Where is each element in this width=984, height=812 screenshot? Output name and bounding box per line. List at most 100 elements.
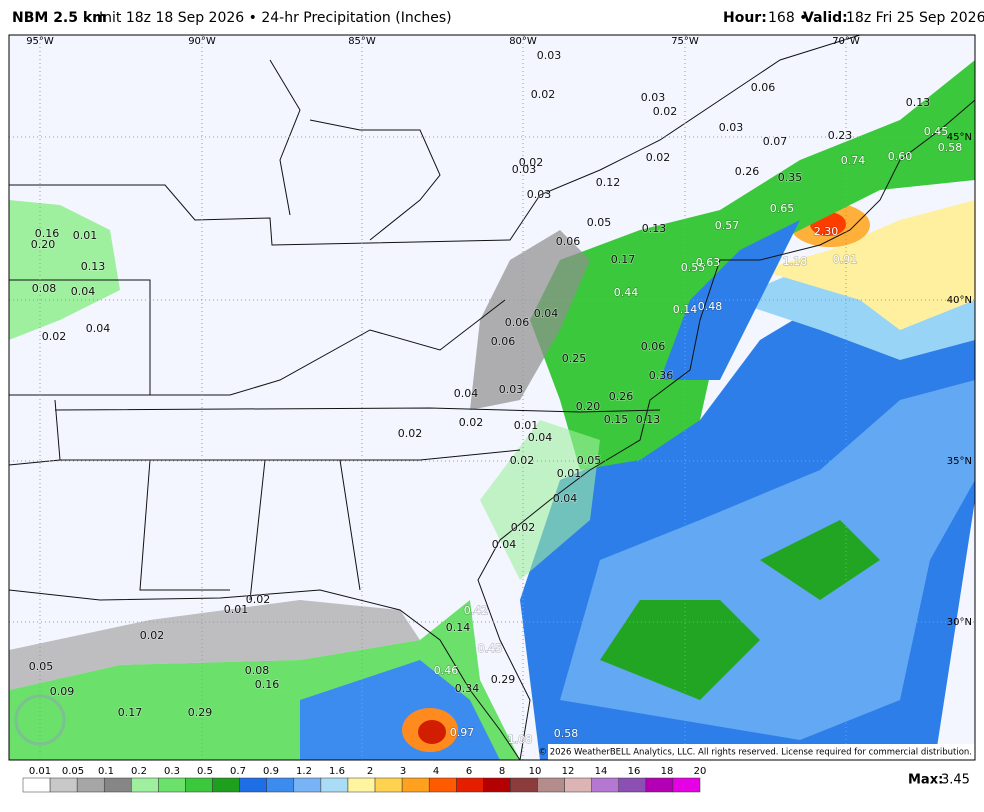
- point-value: 0.44: [614, 286, 639, 299]
- point-value: 0.58: [554, 727, 579, 740]
- colorbar-swatch: [401, 777, 430, 793]
- colorbar-swatch: [591, 777, 620, 793]
- point-value: 0.65: [770, 202, 795, 215]
- colorbar-swatch: [320, 777, 349, 793]
- colorbar-label: 0.01: [29, 766, 51, 777]
- point-value: 0.02: [646, 151, 671, 164]
- point-value: 0.74: [841, 154, 866, 167]
- point-value: 0.04: [492, 538, 517, 551]
- point-value: 0.02: [511, 521, 536, 534]
- point-value: 0.02: [398, 427, 423, 440]
- point-value: 0.08: [245, 664, 270, 677]
- run-info: Init 18z 18 Sep 2026 • 24-hr Precipitati…: [99, 10, 452, 26]
- point-value: 0.03: [537, 49, 562, 62]
- point-value: 0.06: [641, 340, 666, 353]
- point-value: 0.45: [924, 125, 949, 138]
- point-value: 0.23: [828, 129, 853, 142]
- point-value: 0.63: [696, 256, 721, 269]
- point-value: 0.16: [255, 678, 280, 691]
- colorbar-label: 0.05: [62, 766, 84, 777]
- point-value: 0.03: [719, 121, 744, 134]
- point-value: 0.14: [446, 621, 471, 634]
- copyright-box: [548, 744, 975, 760]
- point-value: 0.06: [751, 81, 776, 94]
- state-border: [9, 279, 661, 601]
- point-value: 0.02: [140, 629, 165, 642]
- point-value: 0.26: [609, 390, 634, 403]
- precip-area: [760, 200, 975, 330]
- point-value: 0.04: [534, 307, 559, 320]
- latitude-label: 40°N: [947, 295, 972, 306]
- point-value: 0.17: [611, 253, 636, 266]
- colorbar-swatch: [76, 777, 105, 793]
- point-value: 0.04: [86, 322, 111, 335]
- point-value: 0.35: [778, 171, 803, 184]
- colorbar-swatch: [266, 777, 295, 793]
- point-value: 0.02: [510, 454, 535, 467]
- point-value: 0.25: [562, 352, 587, 365]
- colorbar-label: 14: [595, 766, 608, 777]
- colorbar-label: 16: [628, 766, 641, 777]
- colorbar-swatch: [618, 777, 647, 793]
- point-value: 0.02: [246, 593, 271, 606]
- precip-area: [600, 600, 760, 700]
- point-value: 0.48: [698, 300, 723, 313]
- colorbar-label: 1.6: [329, 766, 345, 777]
- colorbar-label: 10: [529, 766, 542, 777]
- point-value: 0.91: [833, 253, 858, 266]
- point-value: 0.05: [577, 454, 602, 467]
- point-value: 0.13: [81, 260, 106, 273]
- max-value: 3.45: [941, 773, 970, 788]
- valid-label: Valid:: [803, 10, 848, 26]
- point-values: 0.030.02 0.030.020.060.130.450.580.030.07…: [28, 48, 963, 747]
- colorbar-swatch: [645, 777, 674, 793]
- latitude-label: 45°N: [947, 132, 972, 143]
- point-value: 0.14: [673, 303, 698, 316]
- colorbar-swatch: [49, 777, 78, 793]
- colorbar-swatch: [456, 777, 484, 793]
- point-value: 0.02: [519, 156, 544, 169]
- point-value: 0.42: [464, 604, 489, 617]
- point-value: 0.45: [478, 642, 503, 655]
- point-value: 0.29: [188, 706, 213, 719]
- longitude-label: 80°W: [509, 36, 537, 47]
- colorbar-swatch: [537, 777, 565, 793]
- point-value: 0.46: [434, 664, 459, 677]
- longitude-label: 75°W: [671, 36, 699, 47]
- colorbar-label: 0.5: [197, 766, 213, 777]
- colorbar-label: 3: [400, 766, 406, 777]
- colorbar-label: 8: [499, 766, 505, 777]
- map-frame: [8, 34, 976, 761]
- point-value: 0.03: [641, 91, 666, 104]
- colorbar-swatch: [564, 777, 592, 793]
- point-value: 0.02: [531, 88, 556, 101]
- point-value: 0.97: [450, 726, 475, 739]
- point-value: 0.04: [71, 285, 96, 298]
- point-value: 0.02: [459, 416, 484, 429]
- point-value: 0.13: [636, 413, 661, 426]
- point-value: 0.02: [42, 330, 67, 343]
- longitude-labels: 95°W 90°W 85°W 80°W 75°W 70°W: [26, 36, 860, 47]
- point-value: 0.13: [906, 96, 931, 109]
- map: 0.030.02 0.030.020.060.130.450.580.030.07…: [8, 34, 976, 761]
- hour-label: Hour:: [723, 10, 767, 26]
- precip-area: [480, 420, 600, 580]
- colorbar-swatch: [510, 777, 538, 793]
- copyright: © 2026 WeatherBELL Analytics, LLC. All r…: [539, 748, 972, 758]
- colorbar-swatch: [428, 777, 457, 793]
- colorbar-swatch: [672, 777, 701, 793]
- longitude-label: 85°W: [348, 36, 376, 47]
- model-name: NBM 2.5 km: [12, 10, 107, 26]
- colorbar-label: 0.9: [263, 766, 279, 777]
- colorbar-swatch: [293, 777, 322, 793]
- point-value: 0.34: [455, 682, 480, 695]
- colorbar-swatch: [131, 777, 159, 793]
- colorbar-label: 0.2: [131, 766, 147, 777]
- colorbar-swatch: [22, 777, 51, 793]
- point-value: 0.06: [491, 335, 516, 348]
- precip-area: [530, 60, 975, 470]
- point-value: 0.06: [505, 316, 530, 329]
- colorbar-swatch: [347, 777, 376, 793]
- colorbar: 0.01 0.05 0.1 0.2 0.3 0.5 0.7 0.9 1.2 1.6 2 3 4 6 8 10 1…: [22, 766, 706, 793]
